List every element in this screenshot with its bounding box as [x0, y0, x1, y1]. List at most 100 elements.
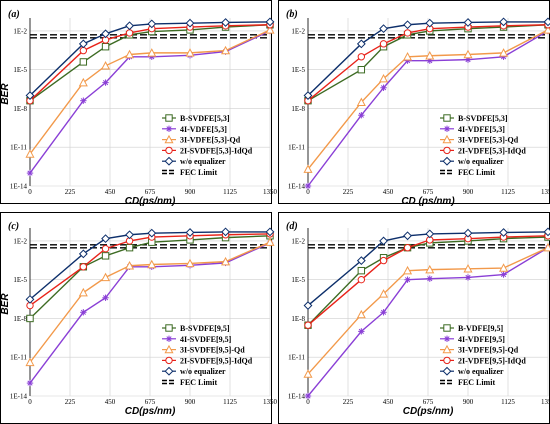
asterisk-stroke — [166, 126, 172, 132]
x-tick-label: 1125 — [223, 398, 237, 406]
data-point-diamond — [101, 234, 110, 244]
data-point-diamond — [101, 29, 110, 39]
chart-panel: 1E-2 1E-5 1E-8 1E-11 1E-140 225 450 675 900 1125 1… — [278, 212, 550, 424]
data-point-triangle — [147, 48, 157, 57]
y-tick-label: 1E-14 — [10, 183, 28, 191]
data-point-asterisk — [102, 79, 109, 86]
data-point-triangle — [185, 48, 195, 57]
legend-item: B-SVDFE[5,3] — [440, 114, 508, 123]
legend-item: 2I-SVDFE[9,5]-IdQd — [162, 356, 253, 365]
data-point-circle — [79, 46, 88, 55]
legend-item: 3I-VDFE[5,3]-Qd — [162, 134, 241, 145]
x-tick-label: 0 — [306, 188, 310, 196]
data-point-asterisk — [26, 379, 34, 387]
x-tick-label: 1125 — [223, 188, 237, 196]
data-point-diamond — [265, 227, 275, 237]
asterisk-stroke — [102, 80, 109, 86]
asterisk-stroke — [444, 126, 450, 132]
data-point-diamond — [463, 18, 473, 27]
legend-item: FEC Limit — [162, 378, 217, 387]
series-line — [29, 242, 271, 384]
x-tick-label: 900 — [463, 398, 474, 406]
x-tick-label: 450 — [383, 188, 394, 196]
x-tick-label: 225 — [65, 188, 76, 196]
x-tick-label: 675 — [423, 398, 434, 406]
x-axis-label: CD(ps/nm) — [403, 406, 454, 417]
y-tick-label: 1E-8 — [291, 315, 305, 323]
data-point-triangle — [463, 49, 473, 59]
y-tick-label: 1E-14 — [288, 393, 306, 401]
data-point-circle — [165, 146, 173, 155]
data-point-diamond — [499, 17, 508, 27]
data-point-asterisk — [380, 84, 387, 91]
legend-item: 4I-VDFE[9,5] — [440, 335, 505, 344]
data-point-asterisk — [304, 392, 312, 400]
data-point-diamond — [147, 228, 157, 238]
x-tick-label: 1350 — [541, 188, 550, 196]
asterisk-stroke — [80, 98, 86, 104]
x-tick-label: 450 — [383, 398, 394, 406]
data-point-square — [26, 314, 34, 323]
legend-item: 4I-VDFE[5,3] — [162, 125, 227, 134]
series-line — [29, 24, 271, 102]
x-tick-label: 1350 — [263, 398, 278, 406]
series-3I — [25, 237, 275, 367]
asterisk-stroke — [465, 274, 471, 281]
chart-panel: 1E-2 1E-5 1E-8 1E-11 1E-140 225 450 675 900 1125 1… — [0, 0, 278, 207]
data-point-diamond — [78, 39, 88, 49]
y-axis-label: BER — [0, 293, 11, 315]
series-line — [307, 30, 549, 187]
data-point-triangle — [185, 258, 195, 268]
data-point-diamond — [164, 156, 174, 166]
data-point-diamond — [221, 227, 230, 237]
data-point-square — [101, 252, 110, 260]
data-point-diamond — [425, 229, 435, 239]
y-tick-label: 1E-2 — [291, 27, 305, 35]
asterisk-stroke — [500, 271, 507, 278]
data-point-asterisk — [404, 276, 411, 283]
chart-panel: 1E-2 1E-5 1E-8 1E-11 1E-140 225 450 675 900 1125 1… — [278, 0, 550, 207]
data-point-circle — [443, 146, 451, 155]
x-axis-label: CD(ps/nm) — [125, 406, 176, 417]
y-tick-label: 1E-5 — [13, 276, 27, 284]
panel-label: (a) — [8, 9, 20, 20]
data-point-triangle — [221, 256, 231, 266]
y-tick-label: 1E-8 — [13, 105, 27, 113]
data-point-diamond — [403, 20, 412, 30]
x-tick-label: 900 — [463, 188, 474, 196]
y-tick-label: 1E-11 — [288, 354, 305, 362]
series-2I — [304, 232, 550, 329]
legend-item: w/o equalizer — [440, 366, 504, 376]
legend-label: 2I-SVDFE[5,3]-IdQd — [180, 146, 253, 155]
data-point-diamond — [125, 21, 134, 31]
data-point-triangle — [101, 272, 111, 282]
data-point-asterisk — [426, 275, 433, 282]
legend-label: w/o equalizer — [458, 157, 504, 166]
data-point-square — [443, 114, 451, 122]
y-tick-label: 1E-5 — [13, 66, 27, 74]
legend-item: w/o equalizer — [440, 156, 504, 166]
legend-label: 3I-VDFE[9,5]-Qd — [458, 346, 519, 355]
legend-label: 4I-VDFE[9,5] — [458, 335, 505, 344]
legend-label: 2I-VDFE[9,5]-IdQd — [458, 356, 526, 365]
legend-label: FEC Limit — [180, 168, 217, 177]
data-point-asterisk — [358, 328, 365, 335]
x-tick-label: 675 — [145, 188, 156, 196]
data-point-diamond — [25, 294, 35, 304]
data-point-triangle — [379, 73, 389, 83]
legend-label: 3I-SVDFE[9,5]-Qd — [180, 346, 245, 355]
data-point-triangle — [101, 61, 111, 70]
data-point-triangle — [303, 164, 313, 173]
data-point-asterisk — [464, 274, 472, 281]
series-line — [307, 24, 549, 102]
data-point-asterisk — [380, 309, 387, 316]
legend-label: FEC Limit — [458, 378, 495, 387]
data-point-square — [79, 58, 88, 66]
legend-label: B-SVDFE[9,5] — [180, 324, 230, 333]
data-point-asterisk — [500, 271, 507, 278]
legend-item: B-VDFE[9,5] — [440, 324, 503, 333]
data-point-diamond — [356, 256, 366, 266]
x-tick-label: 225 — [343, 188, 354, 196]
data-point-square — [357, 65, 366, 74]
